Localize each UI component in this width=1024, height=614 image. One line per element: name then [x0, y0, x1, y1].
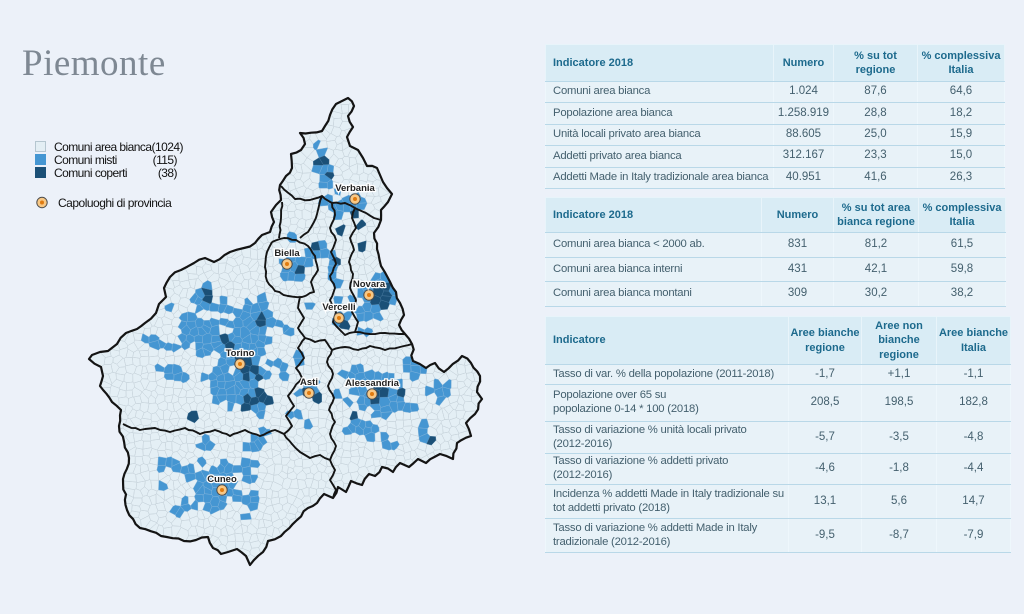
svg-text:Asti: Asti	[300, 377, 318, 388]
svg-text:Torino: Torino	[226, 348, 255, 359]
svg-text:Alessandria: Alessandria	[345, 378, 400, 389]
svg-text:Vercelli: Vercelli	[322, 302, 355, 313]
svg-text:Cuneo: Cuneo	[207, 474, 237, 485]
svg-text:Verbania: Verbania	[335, 183, 375, 194]
svg-text:Biella: Biella	[274, 248, 300, 259]
svg-text:Novara: Novara	[353, 279, 386, 290]
